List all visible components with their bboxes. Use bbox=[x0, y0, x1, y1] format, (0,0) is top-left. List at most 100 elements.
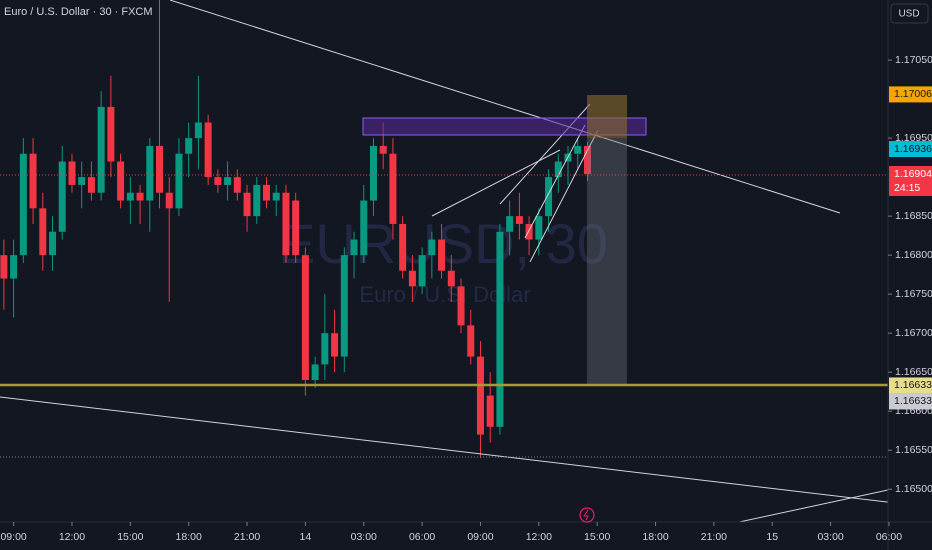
candles bbox=[0, 0, 591, 459]
countdown: 24:15 bbox=[894, 182, 920, 194]
candle-body bbox=[87, 177, 95, 193]
trend-line bbox=[431, 149, 561, 217]
candle-body bbox=[438, 239, 446, 271]
y-tick-label: 1.16950 bbox=[895, 132, 932, 144]
candle-body bbox=[418, 255, 426, 287]
x-tick-label: 15:00 bbox=[584, 531, 610, 543]
x-tick-label: 06:00 bbox=[409, 531, 435, 543]
position-risk bbox=[587, 95, 627, 138]
candle-body bbox=[506, 216, 514, 232]
price-label: 1.16633 bbox=[894, 379, 932, 391]
price-label: 1.16633 bbox=[894, 395, 932, 407]
candle-body bbox=[39, 208, 47, 256]
candle-body bbox=[243, 192, 251, 217]
y-tick-label: 1.16850 bbox=[895, 210, 932, 222]
trend-line bbox=[529, 129, 599, 263]
candle-body bbox=[340, 255, 348, 357]
x-tick-label: 15:00 bbox=[117, 531, 143, 543]
y-tick-label: 1.16550 bbox=[895, 444, 932, 456]
x-tick-label: 09:00 bbox=[467, 531, 493, 543]
candle-body bbox=[185, 138, 193, 154]
x-tick-label: 12:00 bbox=[526, 531, 552, 543]
x-tick-label: 21:00 bbox=[701, 531, 727, 543]
candle-body bbox=[0, 255, 8, 279]
x-tick-label: 15 bbox=[766, 531, 778, 543]
price-label: 1.16904 bbox=[894, 168, 932, 180]
y-tick-label: 1.16750 bbox=[895, 288, 932, 300]
x-tick-label: 09:00 bbox=[0, 531, 26, 543]
candle-body bbox=[58, 161, 66, 232]
price-label-box bbox=[889, 377, 932, 394]
candle-body bbox=[574, 145, 582, 154]
candle-body bbox=[496, 231, 504, 427]
x-tick-label: 18:00 bbox=[642, 531, 668, 543]
candle-body bbox=[117, 161, 125, 201]
candle-body bbox=[49, 231, 57, 256]
candle-body bbox=[457, 286, 465, 326]
candle-body bbox=[224, 177, 232, 185]
price-label-box bbox=[889, 141, 932, 158]
candle-body bbox=[233, 177, 241, 193]
trend-line bbox=[169, 0, 841, 214]
x-tick-label: 06:00 bbox=[876, 531, 902, 543]
candle-body bbox=[545, 177, 553, 217]
candle-body bbox=[262, 184, 270, 201]
candle-body bbox=[389, 153, 397, 224]
candle-body bbox=[253, 184, 261, 217]
y-tick-label: 1.16800 bbox=[895, 249, 932, 261]
candle-body bbox=[126, 192, 134, 201]
x-tick-label: 21:00 bbox=[234, 531, 260, 543]
candle-body bbox=[175, 153, 183, 209]
candle-body bbox=[476, 356, 484, 435]
candle-body bbox=[194, 122, 202, 139]
y-tick-label: 1.17050 bbox=[895, 54, 932, 66]
price-label: 1.16936 bbox=[894, 143, 932, 155]
price-label-box bbox=[889, 86, 932, 103]
trend-line bbox=[524, 124, 586, 239]
watermark-description: Euro / U.S. Dollar bbox=[359, 282, 530, 307]
candle-body bbox=[156, 145, 164, 193]
candle-body bbox=[204, 122, 212, 178]
x-tick-label: 14 bbox=[300, 531, 312, 543]
candle-body bbox=[331, 333, 339, 357]
candle-body bbox=[399, 223, 407, 271]
candle-body bbox=[321, 333, 329, 365]
trend-line bbox=[736, 489, 888, 522]
currency-button[interactable] bbox=[890, 3, 929, 24]
candle-body bbox=[369, 145, 377, 201]
x-tick-label: 03:00 bbox=[817, 531, 843, 543]
currency-label: USD bbox=[898, 9, 919, 20]
resistance-zone bbox=[362, 117, 647, 136]
y-tick-label: 1.16500 bbox=[895, 483, 932, 495]
trend-line bbox=[0, 396, 888, 503]
axes: 1.17050 1.16950 1.16850 1.16800 1.16750 1.167… bbox=[0, 54, 932, 543]
candle-body bbox=[165, 192, 173, 209]
candle-body bbox=[214, 177, 222, 185]
candle-body bbox=[19, 153, 27, 256]
candle-body bbox=[107, 106, 115, 162]
candle-body bbox=[136, 192, 144, 201]
x-tick-label: 03:00 bbox=[351, 531, 377, 543]
candle-body bbox=[408, 270, 416, 287]
drawings bbox=[0, 0, 888, 522]
event-icon[interactable] bbox=[579, 507, 595, 523]
candle-body bbox=[301, 255, 309, 380]
candle-body bbox=[97, 106, 105, 193]
x-tick-label: 12:00 bbox=[59, 531, 85, 543]
price-label-box bbox=[889, 166, 932, 196]
candle-body bbox=[583, 145, 591, 174]
price-label-box bbox=[889, 393, 932, 410]
candle-body bbox=[68, 161, 76, 185]
candle-body bbox=[78, 177, 86, 185]
candle-body bbox=[292, 200, 300, 256]
event-bolt bbox=[583, 509, 589, 521]
x-tick-label: 18:00 bbox=[176, 531, 202, 543]
candle-body bbox=[360, 200, 368, 256]
candle-body bbox=[350, 239, 358, 256]
y-tick-label: 1.16700 bbox=[895, 327, 932, 339]
candle-body bbox=[379, 145, 387, 154]
candle-body bbox=[29, 153, 37, 209]
candle-body bbox=[311, 364, 319, 380]
